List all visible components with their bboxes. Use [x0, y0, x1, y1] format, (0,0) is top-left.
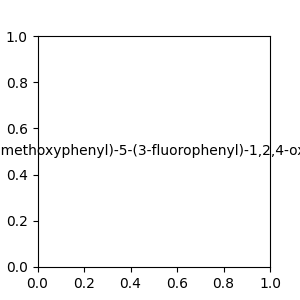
Text: 3-(3,4-dimethoxyphenyl)-5-(3-fluorophenyl)-1,2,4-oxadiazole: 3-(3,4-dimethoxyphenyl)-5-(3-fluoropheny… [0, 145, 300, 158]
